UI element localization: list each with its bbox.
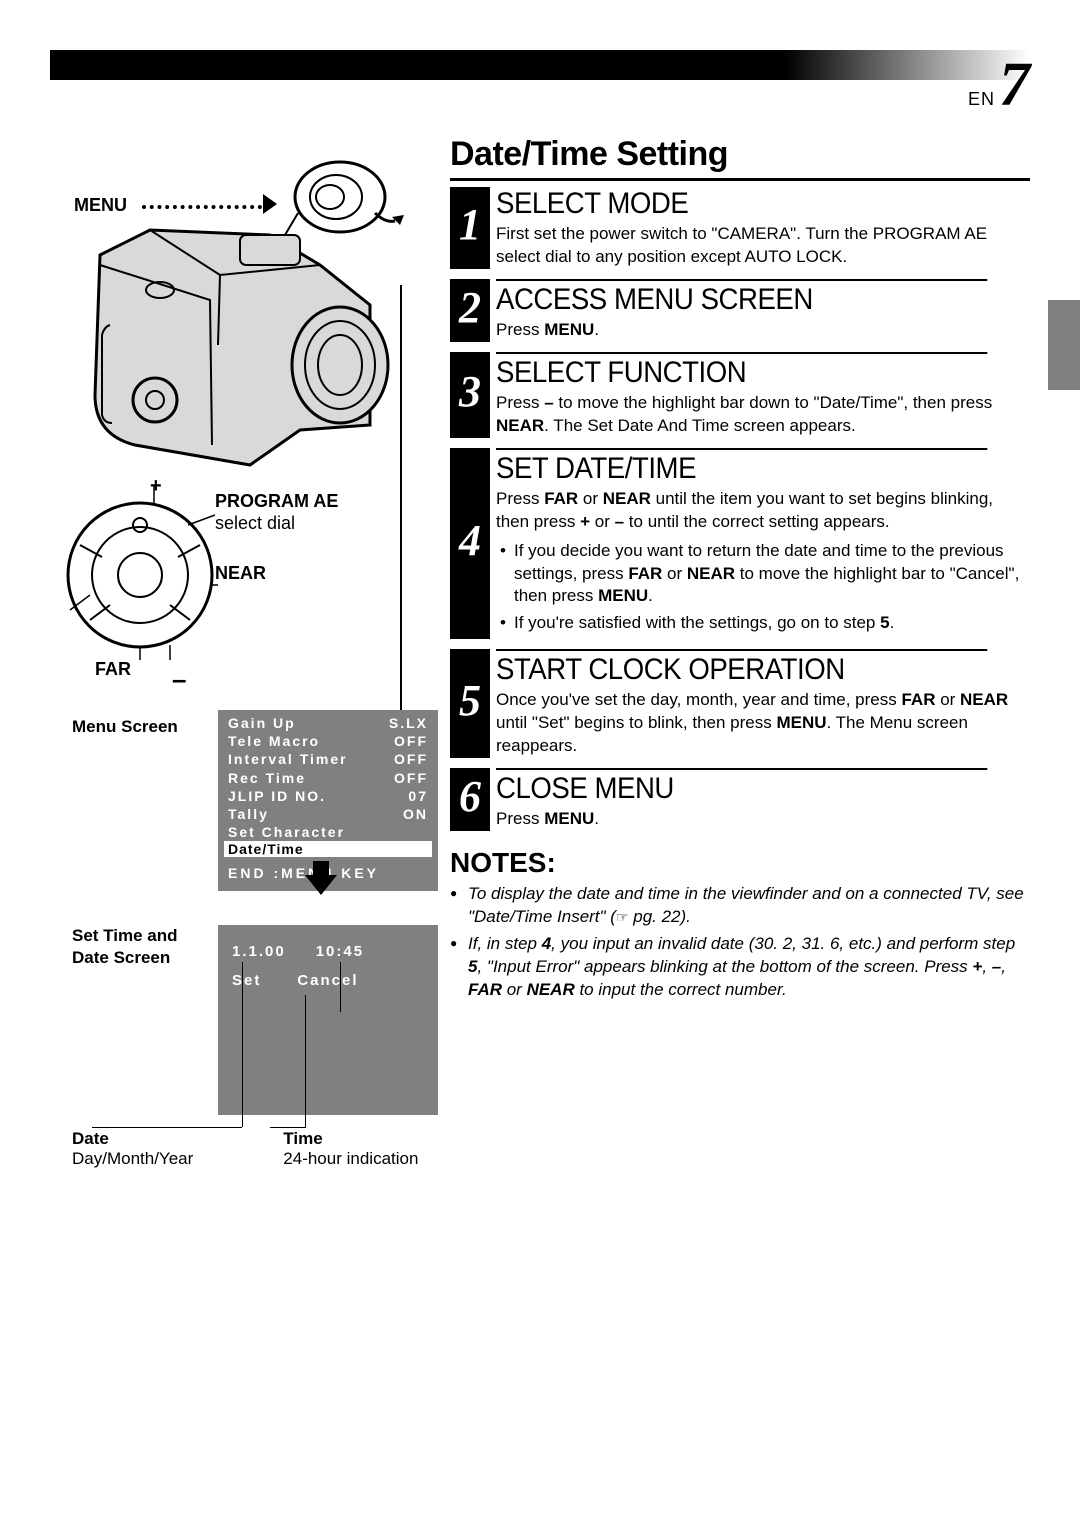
- side-tab: [1048, 300, 1080, 390]
- minus-label: –: [172, 664, 186, 695]
- time-box: 1.1.00 10:45 Set Cancel: [218, 925, 438, 1115]
- notes-heading: NOTES:: [450, 847, 1030, 879]
- step-heading: START CLOCK OPERATION: [496, 649, 987, 687]
- page-num-digit: 7: [999, 50, 1030, 121]
- section-title: Date/Time Setting: [450, 135, 1030, 181]
- step-body: First set the power switch to "CAMERA". …: [496, 223, 1030, 269]
- set-time-label-2: Date Screen: [72, 948, 170, 967]
- menu-item-val: OFF: [394, 732, 428, 750]
- menu-item-name: Interval Timer: [228, 750, 348, 768]
- right-column: Date/Time Setting 1SELECT MODEFirst set …: [450, 135, 1030, 1006]
- menu-row: JLIP ID NO. 07: [224, 787, 432, 805]
- menu-item-name: Tally: [228, 805, 269, 823]
- leader-line: [242, 962, 243, 1127]
- date-label-bold: Date: [72, 1129, 193, 1149]
- step-content: CLOSE MENUPress MENU.: [490, 768, 1030, 831]
- date-label-block: Date Day/Month/Year: [72, 1129, 193, 1169]
- date-time-labels: Date Day/Month/Year Time 24-hour indicat…: [72, 1129, 418, 1169]
- time-box-cancel: Cancel: [297, 972, 358, 989]
- page-lang: EN: [968, 89, 995, 110]
- menu-item-name: Gain Up: [228, 714, 296, 732]
- step-content: START CLOCK OPERATIONOnce you've set the…: [490, 649, 1030, 758]
- time-box-date: 1.1.00: [232, 943, 286, 960]
- time-box-set: Set: [232, 972, 261, 989]
- menu-item-name: Rec Time: [228, 769, 306, 787]
- step-bullet: If you're satisfied with the settings, g…: [500, 612, 1030, 635]
- step-body: Press FAR or NEAR until the item you wan…: [496, 488, 1030, 636]
- note-item: If, in step 4, you input an invalid date…: [450, 933, 1030, 1002]
- step-number: 1: [450, 187, 490, 269]
- menu-item-val: ON: [403, 805, 428, 823]
- leader-line: [305, 995, 306, 1127]
- step-content: SELECT FUNCTIONPress – to move the highl…: [490, 352, 1030, 438]
- menu-row: Interval Timer OFF: [224, 750, 432, 768]
- note-item: To display the date and time in the view…: [450, 883, 1030, 929]
- far-label: FAR: [95, 659, 131, 680]
- time-label-sub: 24-hour indication: [283, 1149, 418, 1169]
- time-box-time: 10:45: [316, 943, 364, 960]
- menu-row: Gain Up S.LX: [224, 714, 432, 732]
- step-number: 2: [450, 279, 490, 342]
- set-time-label: Set Time and Date Screen: [72, 925, 178, 969]
- time-label-block: Time 24-hour indication: [283, 1129, 418, 1169]
- step-body: Press MENU.: [496, 319, 1030, 342]
- leader-line: [270, 1127, 306, 1128]
- notes-list: To display the date and time in the view…: [450, 883, 1030, 1002]
- program-ae-bold: PROGRAM AE: [215, 491, 338, 511]
- menu-row: Rec Time OFF: [224, 769, 432, 787]
- step-heading: SELECT MODE: [496, 187, 987, 221]
- step-content: SET DATE/TIMEPress FAR or NEAR until the…: [490, 448, 1030, 640]
- menu-item-val: 07: [408, 787, 428, 805]
- near-label: NEAR: [215, 563, 266, 584]
- step-body: Once you've set the day, month, year and…: [496, 689, 1030, 758]
- step-number: 5: [450, 649, 490, 758]
- step-block: 5START CLOCK OPERATIONOnce you've set th…: [450, 649, 1030, 758]
- menu-item-val: S.LX: [389, 714, 428, 732]
- camera-illustration: [40, 135, 440, 495]
- menu-row: Tele Macro OFF: [224, 732, 432, 750]
- menu-item-name: Set Character: [228, 823, 345, 841]
- dial-illustration: [60, 485, 220, 660]
- step-heading: CLOSE MENU: [496, 768, 987, 806]
- step-block: 3SELECT FUNCTIONPress – to move the high…: [450, 352, 1030, 438]
- page-number: EN 7: [968, 50, 1030, 121]
- main-content: MENU: [50, 135, 1030, 1006]
- step-heading: ACCESS MENU SCREEN: [496, 279, 987, 317]
- date-label-sub: Day/Month/Year: [72, 1149, 193, 1169]
- step-heading: SELECT FUNCTION: [496, 352, 987, 390]
- menu-item-name: JLIP ID NO.: [228, 787, 326, 805]
- step-body: Press – to move the highlight bar down t…: [496, 392, 1030, 438]
- step-bullet-list: If you decide you want to return the dat…: [500, 540, 1030, 636]
- step-content: SELECT MODEFirst set the power switch to…: [490, 187, 1030, 269]
- step-bullet: If you decide you want to return the dat…: [500, 540, 1030, 609]
- step-number: 3: [450, 352, 490, 438]
- menu-item-val: OFF: [394, 750, 428, 768]
- left-column: MENU: [50, 135, 450, 1006]
- big-arrow-down-icon: [305, 875, 337, 895]
- header-gradient-bar: [50, 50, 1030, 80]
- menu-row: Set Character: [224, 823, 432, 841]
- menu-item-name: Tele Macro: [228, 732, 320, 750]
- menu-item-val: OFF: [394, 769, 428, 787]
- program-ae-sub: select dial: [215, 513, 295, 533]
- program-ae-label: PROGRAM AE select dial: [215, 491, 338, 534]
- step-block: 4SET DATE/TIMEPress FAR or NEAR until th…: [450, 448, 1030, 640]
- step-content: ACCESS MENU SCREENPress MENU.: [490, 279, 1030, 342]
- vertical-leader: [400, 285, 402, 725]
- time-label-bold: Time: [283, 1129, 418, 1149]
- menu-highlight-row: Date/Time: [224, 841, 432, 857]
- step-block: 6CLOSE MENUPress MENU.: [450, 768, 1030, 831]
- set-time-label-1: Set Time and: [72, 926, 178, 945]
- step-block: 2ACCESS MENU SCREENPress MENU.: [450, 279, 1030, 342]
- leader-line: [92, 1127, 242, 1128]
- step-number: 4: [450, 448, 490, 640]
- step-number: 6: [450, 768, 490, 831]
- step-block: 1SELECT MODEFirst set the power switch t…: [450, 187, 1030, 269]
- leader-line: [340, 962, 341, 1012]
- menu-screen-label: Menu Screen: [72, 717, 178, 737]
- step-body: Press MENU.: [496, 808, 1030, 831]
- menu-row: Tally ON: [224, 805, 432, 823]
- step-heading: SET DATE/TIME: [496, 448, 987, 486]
- plus-label: +: [150, 475, 162, 498]
